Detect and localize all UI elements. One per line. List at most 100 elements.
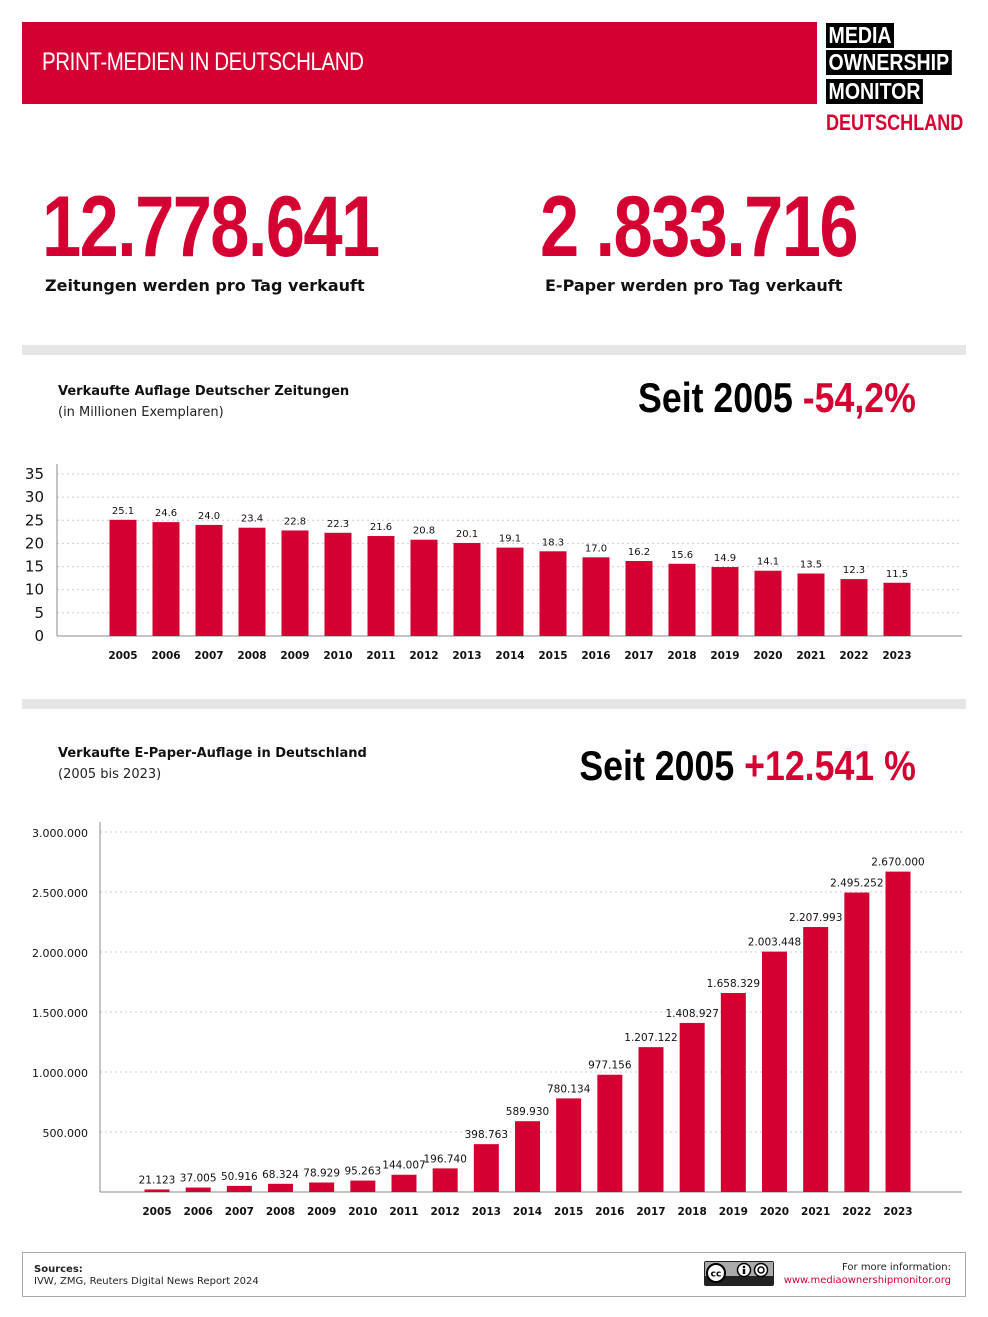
bar — [391, 1174, 417, 1192]
data-label: 1.658.329 — [707, 978, 760, 990]
bar — [195, 524, 223, 636]
bar — [797, 573, 825, 636]
bar — [309, 1182, 335, 1192]
x-tick-label: 2016 — [595, 1206, 624, 1218]
bar — [720, 993, 746, 1192]
y-tick-label: 20 — [25, 534, 44, 552]
x-tick-label: 2011 — [389, 1206, 418, 1218]
data-label: 24.0 — [198, 511, 220, 522]
data-label: 977.156 — [588, 1060, 632, 1072]
headline-prefix: Seit 2005 — [579, 742, 735, 789]
bar — [185, 1187, 211, 1192]
data-label: 1.408.927 — [665, 1008, 718, 1020]
bar — [109, 519, 137, 636]
y-tick-label: 5 — [34, 604, 44, 622]
newspaper-chart: 0 5 10 15 20 25 30 35 25.1 2005 24.6 2006 24.0 2007 23… — [25, 464, 962, 662]
logo-line: MEDIA — [826, 23, 895, 48]
bar — [885, 871, 911, 1192]
data-label: 25.1 — [112, 506, 134, 517]
bar — [668, 563, 696, 636]
sources-label: Sources: — [34, 1264, 83, 1275]
bar — [582, 557, 610, 636]
x-tick-label: 2009 — [280, 650, 309, 662]
website-link[interactable]: www.mediaownershipmonitor.org — [783, 1275, 951, 1286]
data-label: 19.1 — [499, 534, 521, 545]
x-tick-label: 2013 — [472, 1206, 501, 1218]
x-tick-label: 2017 — [624, 650, 653, 662]
y-tick-label: 25 — [25, 511, 44, 529]
x-tick-label: 2023 — [883, 1206, 912, 1218]
bar — [515, 1121, 540, 1192]
data-label: 22.3 — [327, 519, 349, 530]
data-label: 37.005 — [180, 1173, 217, 1185]
divider — [22, 699, 966, 709]
sources-text: IVW, ZMG, Reuters Digital News Report 20… — [34, 1276, 259, 1287]
bar — [268, 1183, 293, 1192]
x-tick-label: 2018 — [667, 650, 696, 662]
x-tick-label: 2012 — [431, 1206, 460, 1218]
data-label: 23.4 — [241, 514, 263, 525]
data-label: 2.495.252 — [830, 878, 883, 890]
x-tick-label: 2012 — [409, 650, 438, 662]
y-tick-label: 15 — [25, 558, 44, 576]
data-label: 22.8 — [284, 516, 306, 527]
data-label: 95.263 — [344, 1166, 381, 1178]
x-tick-label: 2018 — [678, 1206, 707, 1218]
y-tick-label: 0 — [34, 627, 44, 645]
bar — [883, 582, 911, 636]
footer — [22, 1252, 966, 1297]
x-tick-label: 2005 — [142, 1206, 171, 1218]
y-tick-label: 2.000.000 — [32, 947, 88, 960]
y-tick-label: 35 — [25, 465, 44, 483]
bar — [367, 536, 395, 636]
stat-newspapers-label: Zeitungen werden pro Tag verkauft — [45, 276, 365, 295]
divider — [22, 345, 966, 355]
x-tick-label: 2006 — [151, 650, 180, 662]
chart1-subtitle: (in Millionen Exemplaren) — [58, 405, 224, 420]
data-label: 1.207.122 — [624, 1032, 677, 1044]
bar — [844, 892, 870, 1192]
cc-by-icon: cc — [704, 1261, 774, 1286]
x-tick-label: 2015 — [538, 650, 567, 662]
logo-subtitle: DEUTSCHLAND — [826, 110, 964, 135]
bar — [473, 1144, 499, 1192]
data-label: 196.740 — [423, 1153, 466, 1165]
x-tick-label: 2022 — [839, 650, 868, 662]
chart2-headline: Seit 2005 +12.541 % — [580, 742, 916, 790]
bar — [324, 532, 352, 636]
bar — [350, 1180, 376, 1192]
data-label: 24.6 — [155, 508, 177, 519]
stat-newspapers-value: 12.778.641 — [42, 179, 380, 275]
x-tick-label: 2023 — [882, 650, 911, 662]
x-tick-label: 2019 — [719, 1206, 748, 1218]
x-tick-label: 2008 — [237, 650, 266, 662]
data-label: 589.930 — [506, 1106, 549, 1118]
bar — [432, 1168, 458, 1192]
data-label: 144.007 — [382, 1160, 425, 1172]
y-tick-label: 3.000.000 — [32, 827, 88, 840]
data-label: 2.207.993 — [789, 912, 842, 924]
data-label: 780.134 — [547, 1083, 591, 1095]
headline-value: -54,2% — [802, 374, 916, 421]
bar — [539, 551, 567, 636]
data-label: 13.5 — [800, 560, 822, 571]
x-tick-label: 2007 — [225, 1206, 254, 1218]
page-title: PRINT-MEDIEN IN DEUTSCHLAND — [42, 48, 364, 76]
bar — [226, 1185, 252, 1192]
data-label: 50.916 — [221, 1171, 258, 1183]
data-label: 14.9 — [714, 553, 736, 564]
data-label: 20.1 — [456, 529, 478, 540]
data-label: 68.324 — [262, 1169, 299, 1181]
x-tick-label: 2014 — [513, 1206, 542, 1218]
data-label: 11.5 — [886, 569, 908, 580]
data-label: 21.123 — [139, 1174, 176, 1186]
bar — [556, 1098, 582, 1192]
bar — [238, 527, 266, 636]
y-tick-label: 1.500.000 — [32, 1007, 88, 1020]
data-label: 12.3 — [843, 565, 865, 576]
chart1-title: Verkaufte Auflage Deutscher Zeitungen — [58, 384, 350, 399]
bar — [840, 579, 868, 636]
y-tick-label: 1.000.000 — [32, 1067, 88, 1080]
x-tick-label: 2017 — [636, 1206, 665, 1218]
x-tick-label: 2015 — [554, 1206, 583, 1218]
